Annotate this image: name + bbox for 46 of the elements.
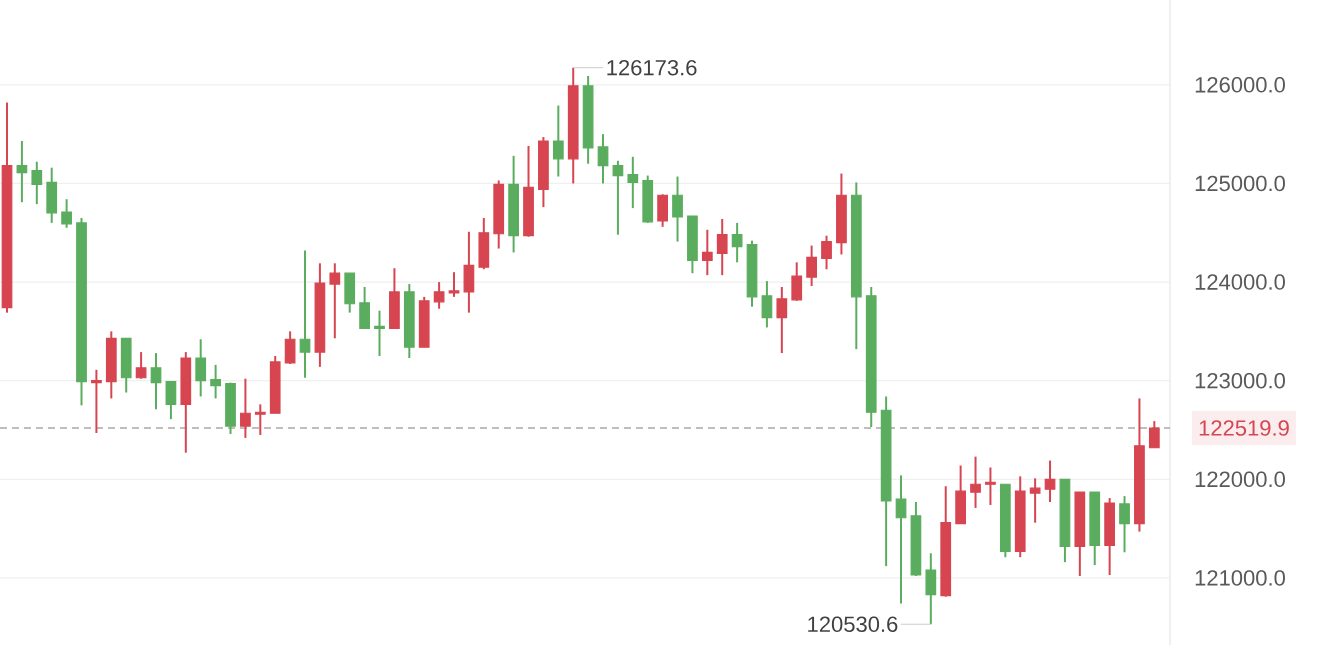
candlestick: [776, 285, 788, 355]
candlestick: [731, 221, 743, 264]
candlestick: [61, 198, 72, 229]
y-tick-label: 126000.0: [1195, 77, 1285, 93]
candlestick: [284, 330, 296, 365]
candlestick: [374, 309, 385, 358]
y-tick-label: 121000.0: [1195, 570, 1285, 586]
candlestick: [91, 368, 102, 434]
candlestick: [821, 234, 832, 271]
annotation: 120530.6: [808, 616, 898, 633]
candlestick: [627, 155, 639, 210]
candlestick: [1044, 459, 1056, 503]
y-tick-label: 122000.0: [1195, 471, 1285, 488]
candlestick: [612, 159, 624, 236]
candlestick: [31, 160, 43, 206]
candlestick: [970, 455, 981, 509]
candlestick: [299, 249, 311, 379]
candlestick: [195, 338, 207, 398]
candlestick: [135, 351, 147, 380]
candlestick: [448, 271, 460, 298]
candlestick: [806, 244, 817, 288]
candlestick: [165, 380, 177, 421]
candlestick: [1029, 477, 1041, 524]
candlestick: [985, 466, 996, 506]
y-tick-label: 125000.0: [1195, 175, 1285, 192]
candlestick: [240, 377, 251, 439]
annotation: 126173.6: [607, 59, 697, 76]
candlestick: [254, 403, 266, 436]
candlestick: [672, 175, 683, 243]
candlestick: [701, 228, 713, 277]
candlestick: [716, 217, 728, 277]
candlestick: [761, 280, 773, 329]
candlestick: [1119, 495, 1130, 554]
candlestick: [16, 140, 28, 204]
y-tick-label: 124000.0: [1195, 274, 1285, 290]
candlestick: [433, 281, 445, 310]
candlestick: [150, 352, 162, 411]
ref-line-label: 122519.9: [1199, 420, 1289, 436]
y-tick-label: 123000.0: [1195, 372, 1285, 389]
candlestick: [1148, 420, 1160, 449]
candlestick: [552, 104, 564, 178]
candlestick: [329, 262, 341, 340]
candlestick: [895, 474, 907, 605]
candlestick: [597, 133, 609, 185]
candlestick: [210, 363, 221, 400]
candlestick: [791, 261, 803, 302]
